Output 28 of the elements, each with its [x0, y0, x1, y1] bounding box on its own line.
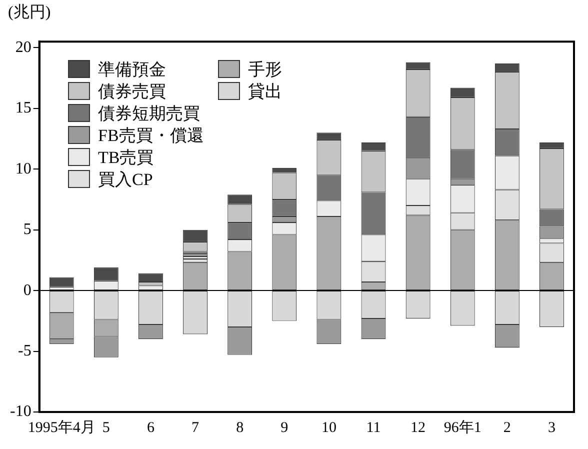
y-tick-label: 10	[15, 160, 32, 178]
x-tick-label: 10	[321, 420, 336, 436]
x-tick-label: 9	[280, 420, 288, 436]
legend-label: 債券短期売買	[98, 102, 200, 124]
x-tick-label: 3	[548, 420, 556, 436]
legend-label: 貸出	[248, 80, 282, 102]
x-tick-label: 12	[410, 420, 426, 436]
y-tick-label: 5	[23, 221, 32, 238]
x-tick-label: 1995年4月	[28, 418, 96, 436]
y-tick-label: 15	[15, 100, 32, 117]
x-tick-label: 5	[102, 420, 110, 436]
y-tick-label: -5	[18, 342, 32, 360]
y-tick-label: 20	[15, 38, 32, 56]
legend-label: 債券売買	[98, 80, 166, 102]
legend-label: FB売買・償還	[98, 124, 204, 146]
x-tick-label: 8	[236, 420, 244, 436]
legend-label: 準備預金	[98, 58, 166, 80]
y-axis-title: (兆円)	[8, 2, 51, 23]
y-tick-label: 0	[23, 282, 32, 299]
legend-label: 買入CP	[98, 168, 153, 190]
x-tick-label: 2	[503, 420, 511, 436]
x-tick-label: 11	[366, 420, 381, 436]
x-tick-label: 7	[192, 420, 200, 436]
y-tick-label: -10	[10, 403, 32, 420]
legend-label: 手形	[248, 58, 282, 80]
legend-label: TB売買	[98, 146, 154, 168]
x-tick-label: 96年1	[444, 418, 482, 436]
x-tick-label: 6	[146, 420, 155, 436]
